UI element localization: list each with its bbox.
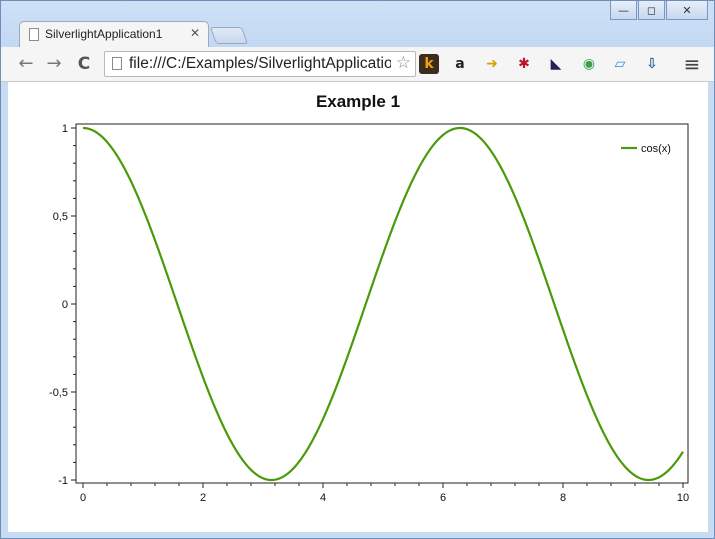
forward-button[interactable]: → [46, 53, 62, 74]
y-tick-label: 1 [62, 123, 68, 135]
send-to-phone-icon[interactable]: ➜ [482, 54, 502, 74]
gear-red-icon[interactable]: ✱ [514, 54, 534, 74]
y-tick-label: -0,5 [49, 387, 68, 399]
x-tick-label: 6 [440, 492, 446, 504]
page-icon [112, 57, 122, 70]
restore-button[interactable]: ◻ [638, 1, 665, 20]
document-icon [29, 28, 39, 41]
speed-dial-icon[interactable]: ◣ [546, 54, 566, 74]
minimize-button[interactable]: — [610, 1, 637, 20]
window-resizer-icon[interactable]: ▱ [610, 54, 630, 74]
address-bar[interactable]: file:///C:/Examples/SilverlightApplicati… [104, 51, 416, 77]
window-controls: — ◻ ✕ [609, 1, 708, 21]
browser-chrome: — ◻ ✕ SilverlightApplication1 ✕ ← → C fi… [1, 1, 714, 82]
line-chart: 1 0,5 0 -0,5 -1 0 2 4 6 8 10 cos(x) [49, 123, 689, 504]
chart-title: Example 1 [315, 92, 401, 111]
x-tick-label: 0 [80, 492, 86, 504]
url-text[interactable]: file:///C:/Examples/SilverlightApplicati… [129, 55, 391, 72]
series-line-cos [82, 126, 684, 482]
android-icon[interactable]: ◉ [579, 54, 599, 74]
x-tick-label: 4 [320, 492, 326, 504]
tab-title: SilverlightApplication1 [45, 27, 163, 41]
y-tick-label: 0 [62, 299, 68, 311]
reload-button[interactable]: C [77, 54, 91, 74]
k-extension-icon[interactable]: k [419, 54, 439, 74]
x-tick-label: 10 [677, 492, 689, 504]
y-tick-label: 0,5 [53, 211, 68, 223]
amazon-icon[interactable]: a [450, 54, 470, 74]
y-tick-label: -1 [58, 475, 68, 487]
download-icon[interactable]: ⇩ [642, 54, 662, 74]
bookmark-star-icon[interactable]: ☆ [395, 53, 411, 73]
tab-active[interactable]: SilverlightApplication1 ✕ [19, 21, 209, 47]
new-tab-button[interactable] [209, 27, 249, 44]
menu-icon[interactable]: ≡ [683, 52, 701, 76]
x-tick-label: 8 [560, 492, 566, 504]
browser-toolbar: ← → C file:///C:/Examples/SilverlightApp… [1, 47, 714, 82]
legend-label: cos(x) [641, 143, 671, 155]
back-button[interactable]: ← [18, 53, 34, 74]
x-tick-label: 2 [200, 492, 206, 504]
tab-close-icon[interactable]: ✕ [189, 26, 200, 40]
page-viewport: Example 1 1 0,5 0 -0,5 -1 0 2 4 6 8 10 cos(x) [8, 82, 708, 532]
close-window-button[interactable]: ✕ [666, 1, 708, 20]
plot-frame [75, 123, 689, 484]
